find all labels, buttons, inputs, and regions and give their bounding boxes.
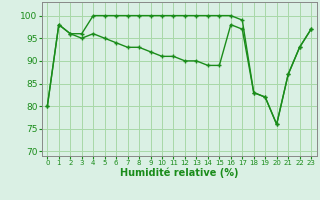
X-axis label: Humidité relative (%): Humidité relative (%) [120, 168, 238, 178]
